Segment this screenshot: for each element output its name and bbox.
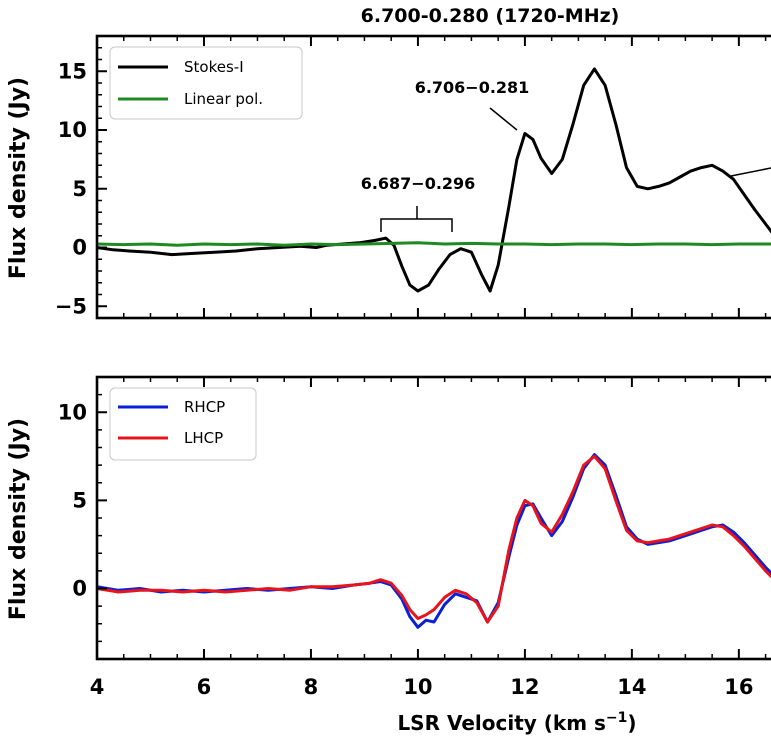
bottom-legend-box	[109, 387, 257, 461]
top-series-stokes-i	[96, 67, 771, 293]
legend-lhcp-label: LHCP	[184, 429, 223, 447]
top-legend: Stokes-I Linear pol.	[109, 46, 303, 120]
bottom-xtick-label: 10	[403, 675, 432, 699]
top-series-linear-pol	[96, 241, 771, 247]
annotation-6687-label: 6.687−0.296	[361, 174, 476, 193]
bottom-legend: RHCP LHCP	[109, 387, 257, 461]
bottom-xtick-label: 4	[90, 675, 105, 699]
bottom-xtick-label: 12	[510, 675, 539, 699]
top-axes-frame	[95, 34, 771, 320]
bottom-axes-frame	[95, 375, 771, 661]
top-legend-box	[109, 46, 303, 120]
annotation-6706-pointer	[489, 107, 518, 131]
x-axis-label: LSR Velocity (km s−1)	[397, 710, 636, 735]
bottom-xtick-label: 16	[724, 675, 753, 699]
bottom-y-ticks: 0 5 10	[58, 376, 107, 660]
bottom-panel: 0 5 10 4 6 8 10 12 14 16 Flux density (Jy) LSR V…	[6, 375, 771, 735]
legend-linear-pol-label: Linear pol.	[184, 90, 263, 108]
bottom-series-layer	[96, 453, 771, 629]
top-panel: −5 0 5 10 15 Flux density (Jy) 6.706−0.281 6…	[6, 34, 771, 320]
top-y-ticks: −5 0 5 10 15	[55, 35, 107, 319]
legend-stokes-i-label: Stokes-I	[184, 58, 244, 76]
bottom-series-rhcp	[96, 453, 771, 629]
bottom-ytick-label: 5	[72, 488, 87, 512]
bottom-xtick-label: 14	[617, 675, 646, 699]
annotation-6706: 6.706−0.281	[415, 78, 530, 131]
top-ytick-label: 5	[72, 177, 87, 201]
bottom-xtick-label: 6	[197, 675, 212, 699]
annotation-6706-label: 6.706−0.281	[415, 78, 530, 97]
bottom-xtick-label: 8	[304, 675, 319, 699]
legend-rhcp-label: RHCP	[184, 398, 225, 416]
annotation-offscreen-pointer	[730, 167, 771, 177]
top-ytick-label: 10	[58, 118, 87, 142]
bottom-y-axis-label: Flux density (Jy)	[6, 418, 31, 620]
top-ytick-label: −5	[55, 294, 87, 318]
bottom-series-lhcp	[96, 454, 771, 624]
top-series-layer	[96, 67, 771, 293]
chart-title: 6.700-0.280 (1720-MHz)	[361, 5, 620, 27]
top-ytick-label: 15	[58, 59, 87, 83]
bottom-ytick-label: 10	[58, 400, 87, 424]
bottom-ytick-label: 0	[72, 577, 87, 601]
top-y-axis-label: Flux density (Jy)	[6, 77, 31, 279]
top-ytick-label: 0	[72, 236, 87, 260]
annotation-6687: 6.687−0.296	[361, 174, 476, 232]
annotation-6687-bracket	[380, 206, 453, 232]
